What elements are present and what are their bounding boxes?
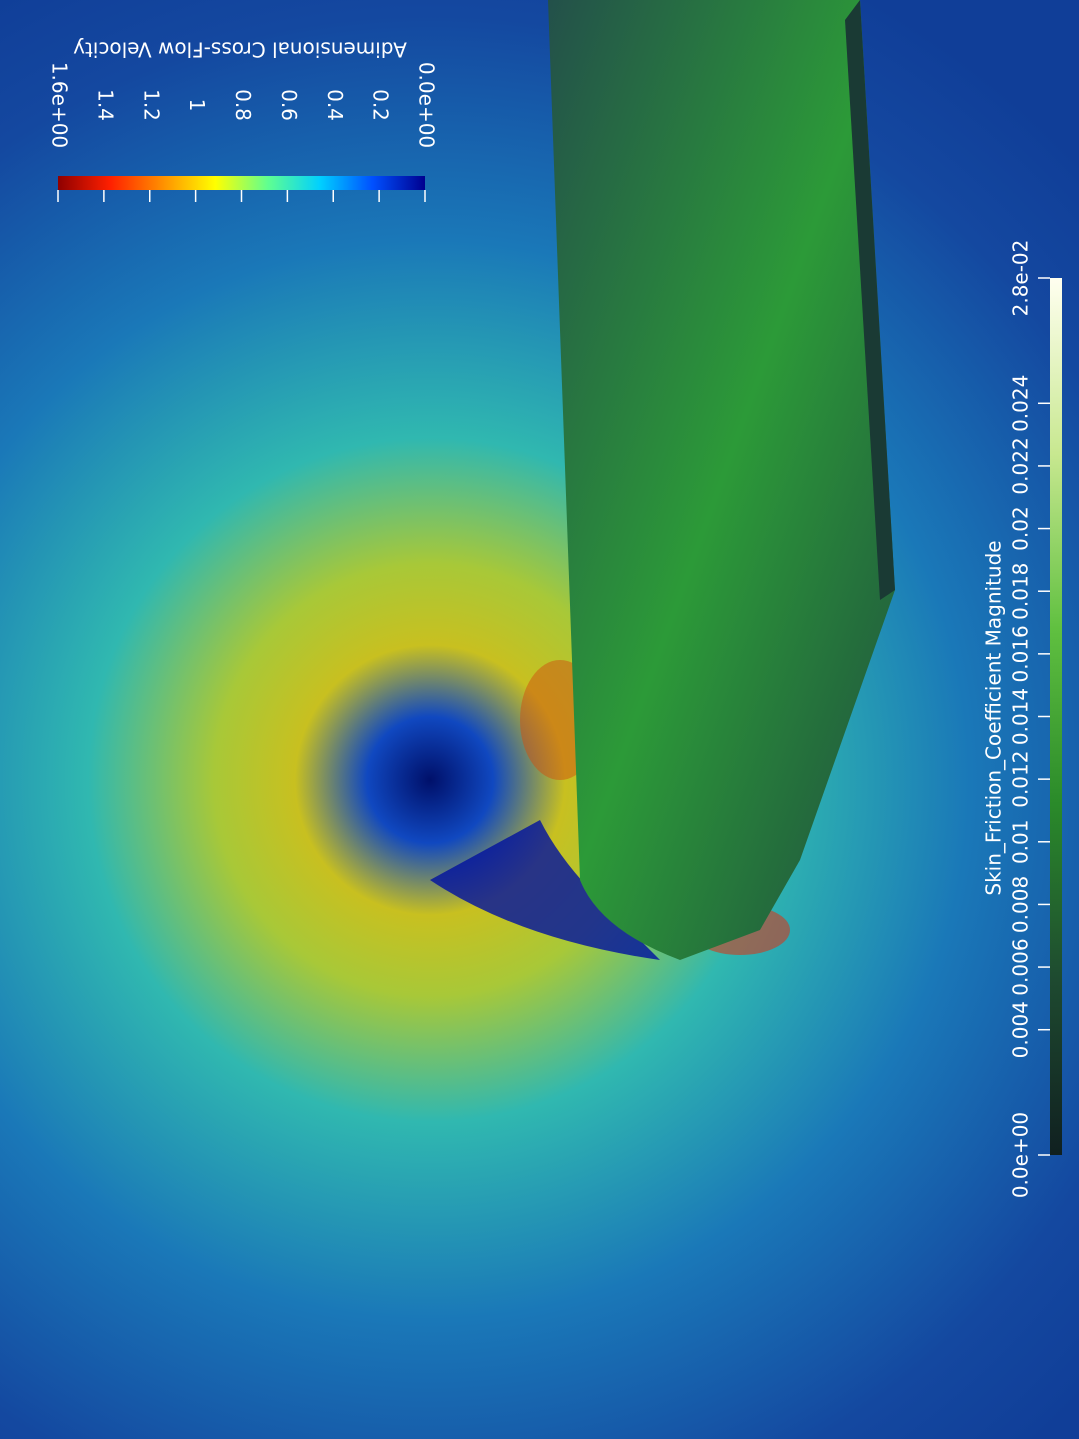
tick-label: 0.022 [1009, 437, 1033, 494]
tick-label: 0.0e+00 [1009, 1112, 1033, 1198]
tick-label: 0.6 [277, 89, 301, 121]
tick-label: 1 [185, 99, 209, 112]
tick-label: 0.4 [323, 89, 347, 121]
tick-label: 0.006 [1009, 938, 1033, 995]
tick-label: 1.6e+00 [48, 62, 72, 148]
tick-label: 0.016 [1009, 625, 1033, 682]
tick-label: 0.018 [1009, 563, 1033, 620]
tick-label: 0.012 [1009, 751, 1033, 808]
colorbar-title: Skin_Friction_Coefficient Magnitude [982, 540, 1006, 895]
tick-label: 0.014 [1009, 688, 1033, 745]
tick-label: 0.01 [1009, 820, 1033, 865]
colorbar [58, 176, 425, 190]
tick-label: 0.004 [1009, 1001, 1033, 1058]
tick-label: 0.024 [1009, 375, 1033, 432]
tick-label: 0.8 [231, 89, 255, 121]
tick-label: 0.2 [369, 89, 393, 121]
tick-label: 1.4 [93, 89, 117, 121]
colorbar [1050, 278, 1062, 1155]
tick-label: 1.2 [139, 89, 163, 121]
tick-label: 0.008 [1009, 876, 1033, 933]
colorbar-title: Adimensional Cross-Flow Velocity [73, 38, 407, 62]
visualization: Adimensional Cross-Flow Velocity 0.0e+00 0… [0, 0, 1079, 1439]
tick-label: 0.0e+00 [415, 62, 439, 148]
tick-label: 0.02 [1009, 506, 1033, 551]
tick-label: 2.8e-02 [1009, 240, 1033, 317]
